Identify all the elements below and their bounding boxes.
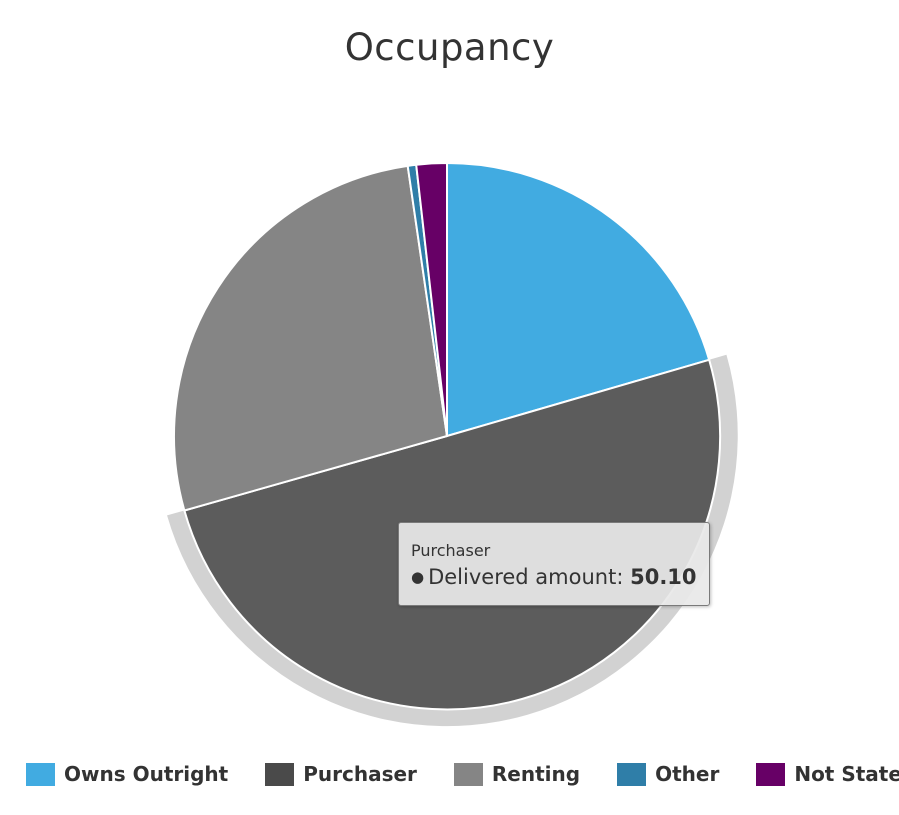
- slice-renting[interactable]: [173, 164, 448, 512]
- tooltip-bullet: ●: [411, 568, 425, 586]
- legend-swatch-purchaser: [265, 762, 295, 786]
- tooltip-series-label: Delivered amount:: [428, 565, 624, 589]
- legend-label-owns-outright: Owns Outright: [64, 762, 229, 786]
- legend: Owns Outright Purchaser Renting Other No…: [26, 760, 899, 788]
- tooltip: Purchaser ● Delivered amount: 50.10: [398, 522, 710, 606]
- legend-swatch-renting: [453, 762, 483, 786]
- legend-item-other[interactable]: Other: [617, 762, 719, 786]
- legend-swatch-owns-outright: [26, 762, 55, 786]
- tooltip-row: ● Delivered amount: 50.10: [411, 564, 709, 590]
- legend-label-not-stated: Not Stated: [794, 762, 899, 786]
- legend-label-renting: Renting: [491, 762, 581, 786]
- legend-item-purchaser[interactable]: Purchaser: [265, 762, 417, 786]
- legend-item-renting[interactable]: Renting: [453, 762, 581, 786]
- legend-swatch-not-stated: [756, 762, 786, 786]
- tooltip-title: Purchaser: [411, 541, 491, 560]
- legend-item-not-stated[interactable]: Not Stated: [756, 762, 899, 786]
- legend-item-owns-outright[interactable]: Owns Outright: [26, 762, 228, 786]
- pie-slices: [167, 161, 738, 727]
- legend-swatch-other: [617, 762, 647, 786]
- slice-not-stated[interactable]: [415, 161, 448, 437]
- legend-label-purchaser: Purchaser: [303, 762, 417, 786]
- chart-title: Occupancy: [344, 26, 555, 69]
- legend-label-other: Other: [655, 762, 720, 786]
- slice-owns-outright[interactable]: [446, 162, 711, 437]
- tooltip-value: 50.10: [630, 565, 697, 589]
